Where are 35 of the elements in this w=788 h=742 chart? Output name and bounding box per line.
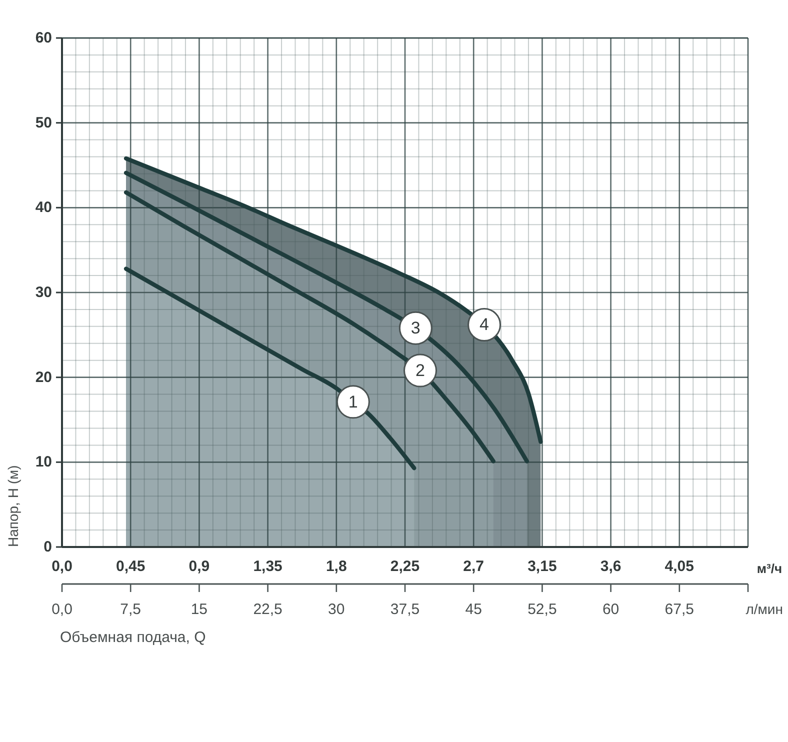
- x-tick-label: 2,25: [390, 558, 420, 575]
- y-tick-label: 30: [35, 284, 52, 301]
- x-tick-label: 0,45: [116, 558, 146, 575]
- y-axis-title: Напор, H (м): [5, 465, 21, 547]
- x-axis-title: м³/ч: [756, 561, 782, 576]
- series-label: 2: [416, 361, 425, 380]
- x2-tick-label: 60: [602, 601, 620, 618]
- x-tick-label: 3,6: [600, 558, 622, 575]
- x2-tick-label: 22,5: [253, 601, 282, 618]
- x2-tick-label: 7,5: [120, 601, 142, 618]
- y-tick-label: 20: [35, 368, 52, 386]
- y-tick-label: 0: [44, 538, 52, 556]
- x2-tick-label: 0,0: [52, 601, 72, 618]
- series-label: 4: [480, 315, 490, 334]
- x-tick-label: 2,7: [463, 558, 484, 575]
- x2-tick-label: 52,5: [528, 601, 557, 618]
- x-tick-label: 0,9: [188, 558, 210, 575]
- x2-tick-label: 37,5: [390, 601, 420, 618]
- series-label: 3: [410, 318, 420, 338]
- x-tick-label: 0,0: [52, 558, 72, 575]
- x-tick-label: 1,8: [326, 558, 347, 575]
- y-tick-label: 40: [35, 199, 52, 216]
- x2-tick-label: 45: [465, 601, 482, 618]
- x2-tick-label: 15: [190, 601, 208, 618]
- x-tick-label: 4,05: [664, 558, 694, 575]
- x2-axis-title: л/мин: [746, 601, 783, 617]
- y-tick-label: 60: [35, 30, 52, 46]
- x2-tick-label: 67,5: [664, 601, 694, 618]
- series-label: 1: [348, 392, 358, 412]
- x-tick-label: 1,35: [253, 558, 282, 575]
- y-tick-label: 10: [35, 454, 52, 471]
- x2-tick-label: 30: [328, 601, 345, 618]
- text: Объемная подача, Q: [60, 629, 206, 646]
- x-tick-label: 3,15: [528, 558, 557, 575]
- y-tick-label: 50: [35, 114, 52, 132]
